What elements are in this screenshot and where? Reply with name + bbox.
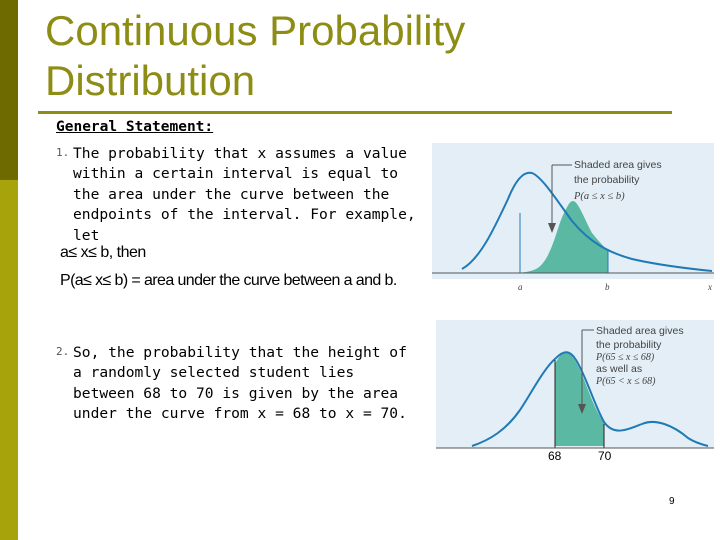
distribution-curve: [471, 351, 709, 447]
page-number: 9: [669, 496, 675, 507]
caption-line-3: P(65 ≤ x ≤ 68): [595, 352, 655, 363]
axis-label-b: b: [605, 282, 610, 292]
figure-height-distribution: Shaded area gives the probability P(65 ≤…: [436, 320, 714, 463]
list-item-text: So, the probability that the height of a…: [73, 344, 407, 423]
caption-line-1: Shaded area gives: [596, 325, 684, 337]
figure-skewed-distribution: Shaded area gives the probability P(a ≤ …: [432, 143, 714, 292]
formula-statement: P(a≤ x≤ b) = area under the curve betwee…: [60, 272, 397, 289]
shaded-area: [519, 201, 608, 273]
sidebar-dark-bar: [0, 0, 18, 180]
distribution-curve: [461, 171, 713, 272]
axis-label-a: a: [518, 282, 523, 292]
tick-label-70: 70: [598, 449, 612, 463]
formula-condition: a≤ x≤ b, then: [60, 244, 146, 261]
subheading: General Statement:: [56, 119, 214, 135]
caption-line-1: Shaded area gives: [574, 159, 662, 171]
caption-line-3: P(a ≤ x ≤ b): [573, 191, 625, 202]
sidebar-light-bar: [0, 180, 18, 540]
list-item-number: 2.: [56, 345, 70, 358]
caption-arrow-head: [578, 404, 586, 414]
caption-line-5: P(65 < x ≤ 68): [595, 376, 656, 387]
title-underline: [38, 111, 672, 114]
caption-line-4: as well as: [596, 363, 642, 375]
caption-line-2: the probability: [574, 174, 640, 186]
caption-arrow-head: [548, 223, 556, 233]
list-item-text: The probability that x assumes a value w…: [73, 145, 416, 244]
shaded-area: [555, 352, 604, 446]
slide-title: Continuous Probability Distribution: [45, 7, 466, 104]
caption-line-2: the probability: [596, 339, 662, 351]
tick-label-68: 68: [548, 449, 562, 463]
axis-label-x: x: [707, 282, 712, 292]
list-item-number: 1.: [56, 146, 70, 159]
